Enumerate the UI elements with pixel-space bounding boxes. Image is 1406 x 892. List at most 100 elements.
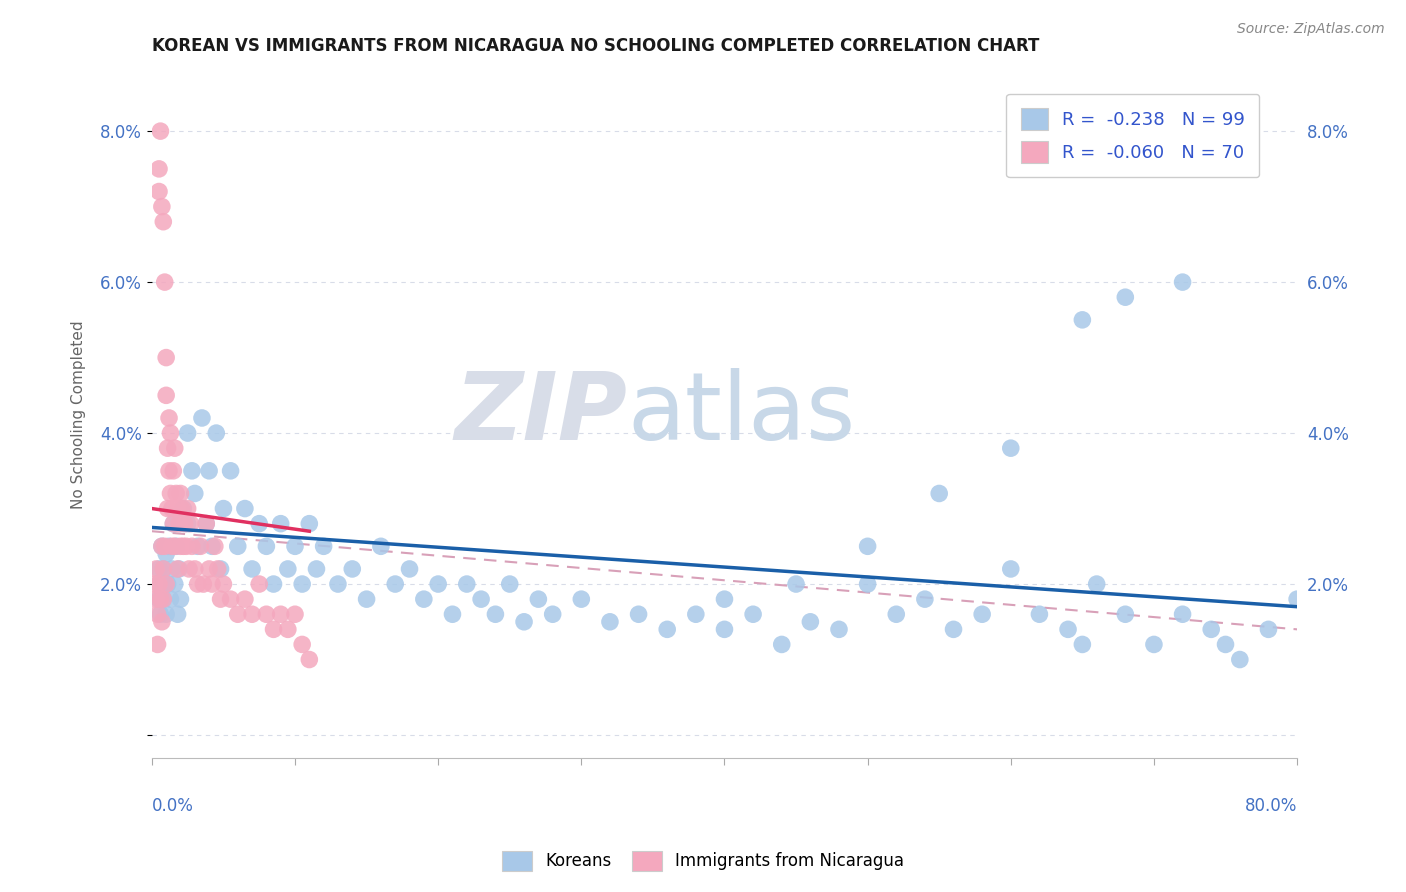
Point (212, 577, 235, 591)
Point (153, 275, 176, 289)
Point (190, 539, 212, 553)
Point (305, 562, 328, 576)
Point (143, 577, 166, 591)
Point (499, 577, 522, 591)
Point (198, 464, 221, 478)
Point (914, 592, 936, 607)
Point (298, 516, 321, 531)
Point (207, 562, 229, 576)
Text: 80.0%: 80.0% (1244, 797, 1298, 814)
Point (291, 577, 314, 591)
Point (148, 161, 170, 176)
Point (1071, 637, 1094, 651)
Point (173, 516, 195, 531)
Point (254, 539, 277, 553)
Point (167, 516, 190, 531)
Point (148, 185, 170, 199)
Point (240, 562, 263, 576)
Point (195, 516, 218, 531)
Point (160, 562, 183, 576)
Point (169, 592, 191, 607)
Point (219, 464, 242, 478)
Point (172, 501, 194, 516)
Point (156, 441, 179, 455)
Point (1229, 652, 1251, 666)
Point (270, 607, 292, 622)
Point (195, 516, 218, 531)
Point (972, 607, 994, 622)
Point (928, 486, 950, 500)
Point (263, 623, 285, 637)
Point (298, 652, 321, 666)
Point (145, 562, 167, 576)
Point (157, 539, 180, 553)
Point (169, 486, 191, 500)
Point (884, 607, 907, 622)
Point (149, 592, 172, 607)
Legend: R =  -0.238   N = 99, R =  -0.060   N = 70: R = -0.238 N = 99, R = -0.060 N = 70 (1007, 94, 1260, 178)
Text: ZIP: ZIP (454, 368, 627, 460)
Point (233, 501, 256, 516)
Point (685, 607, 707, 622)
Point (226, 607, 249, 622)
Point (427, 577, 450, 591)
Point (1114, 607, 1136, 622)
Point (342, 562, 364, 576)
Point (163, 441, 186, 455)
Point (152, 562, 174, 576)
Text: 0.0%: 0.0% (152, 797, 194, 814)
Point (384, 577, 406, 591)
Point (187, 539, 209, 553)
Point (1071, 313, 1094, 327)
Point (569, 592, 592, 607)
Point (856, 577, 879, 591)
Point (146, 607, 169, 622)
Point (209, 592, 232, 607)
Point (155, 577, 177, 591)
Point (155, 547, 177, 561)
Point (284, 539, 307, 553)
Point (1199, 623, 1222, 637)
Point (155, 607, 177, 622)
Point (148, 562, 170, 576)
Point (150, 539, 173, 553)
Point (456, 577, 478, 591)
Point (284, 607, 307, 622)
Point (942, 623, 965, 637)
Point (148, 577, 170, 591)
Point (163, 539, 186, 553)
Point (484, 607, 506, 622)
Point (187, 577, 209, 591)
Point (219, 592, 242, 607)
Point (176, 501, 198, 516)
Point (277, 623, 299, 637)
Point (1143, 637, 1166, 651)
Point (240, 607, 263, 622)
Point (226, 539, 249, 553)
Point (165, 486, 187, 500)
Point (247, 577, 270, 591)
Point (152, 215, 174, 229)
Point (162, 516, 184, 531)
Point (166, 562, 188, 576)
Point (312, 539, 335, 553)
Point (160, 539, 183, 553)
Point (713, 592, 735, 607)
Point (184, 486, 207, 500)
Point (263, 577, 285, 591)
Point (177, 562, 200, 576)
Point (163, 577, 186, 591)
Point (1000, 562, 1022, 576)
Point (181, 464, 204, 478)
Point (204, 539, 226, 553)
Point (153, 577, 176, 591)
Point (150, 200, 173, 214)
Point (162, 516, 184, 531)
Point (145, 592, 167, 607)
Point (170, 501, 193, 516)
Point (1286, 592, 1309, 607)
Point (156, 501, 179, 516)
Point (1000, 441, 1022, 455)
Point (326, 577, 349, 591)
Point (166, 607, 188, 622)
